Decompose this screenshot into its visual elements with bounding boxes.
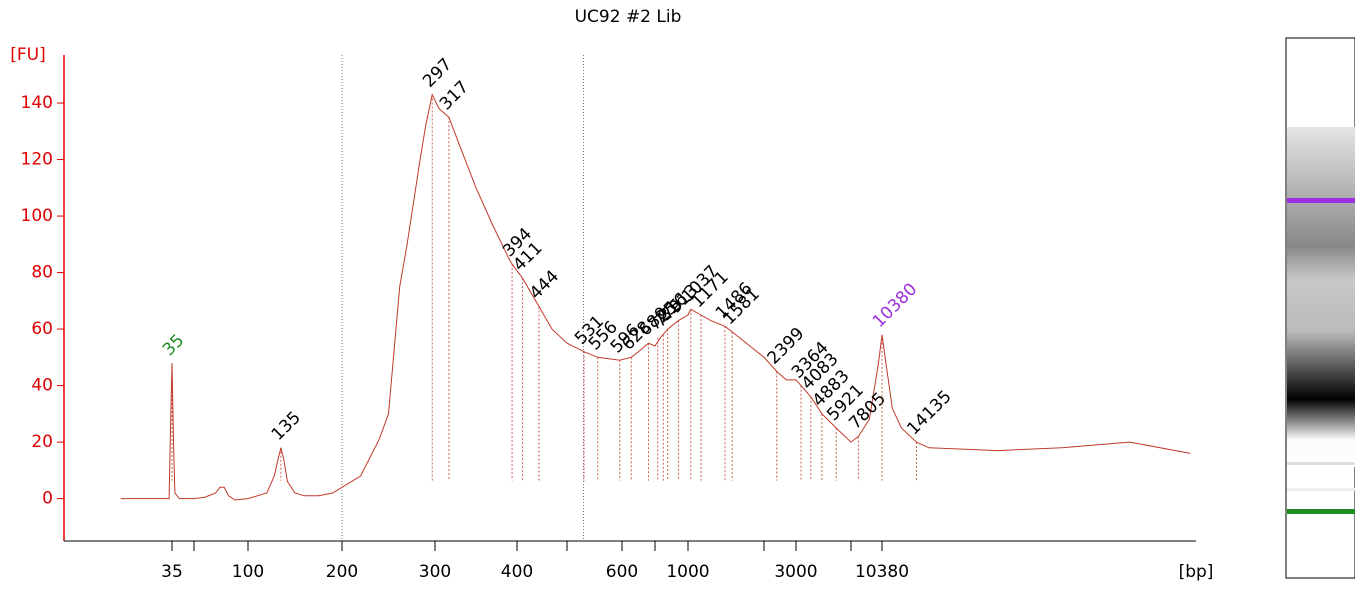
y-tick-label: 120: [21, 150, 53, 170]
peak-label: 135: [268, 408, 305, 445]
peak-label: 10380: [869, 279, 921, 331]
lower-marker-band: [1287, 509, 1355, 514]
x-tick-label: 100: [232, 562, 264, 582]
y-tick-label: 20: [31, 432, 53, 452]
x-tick-label: 1000: [666, 562, 709, 582]
y-tick-label: 80: [31, 263, 53, 283]
x-tick-label: 300: [419, 562, 451, 582]
y-tick-label: 0: [42, 489, 53, 509]
y-tick-label: 100: [21, 206, 53, 226]
x-tick-label: 600: [606, 562, 638, 582]
gel-band: [1287, 488, 1355, 491]
trace-line: [120, 93, 1191, 501]
x-tick-label: 400: [501, 562, 533, 582]
chart-title: UC92 #2 Lib: [575, 7, 682, 27]
upper-marker-band: [1287, 198, 1355, 203]
peak-label: 14135: [903, 387, 955, 439]
gel-band: [1287, 462, 1355, 465]
y-tick-label: 40: [31, 376, 53, 396]
gel-smear: [1287, 127, 1355, 467]
y-tick-label: 60: [31, 319, 53, 339]
gel-lane: [1285, 37, 1355, 579]
x-tick-label: 200: [326, 562, 358, 582]
x-tick-label: 3000: [774, 562, 817, 582]
y-tick-label: 140: [21, 93, 53, 113]
x-axis-label: [bp]: [1179, 562, 1214, 582]
y-axis-label: [FU]: [10, 45, 46, 65]
peak-label: 35: [159, 331, 188, 360]
peak-label: 444: [526, 266, 563, 303]
x-tick-label: 35: [161, 562, 183, 582]
x-tick-label: 10380: [855, 562, 909, 582]
